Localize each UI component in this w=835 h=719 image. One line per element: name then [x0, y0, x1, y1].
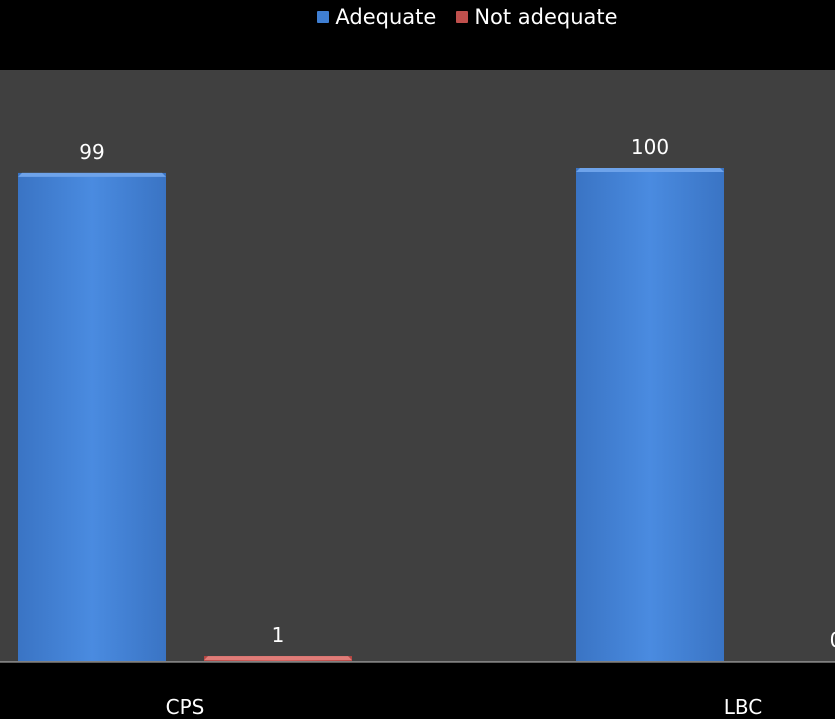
value-label-adequate-cps: 99: [79, 140, 104, 164]
legend-label-not-adequate: Not adequate: [474, 5, 618, 29]
legend-swatch-not-adequate: [456, 11, 469, 23]
labels-group: 99 1 CPS 100 0 LBC: [79, 135, 835, 719]
bar-adequate-cps: [18, 172, 166, 661]
value-label-not-adequate-cps: 1: [272, 623, 285, 647]
legend: Adequate Not adequate: [0, 4, 835, 30]
category-label-cps: CPS: [166, 695, 205, 719]
bar-cap-adequate-cps: [18, 172, 166, 177]
legend-label-adequate: Adequate: [335, 5, 437, 29]
category-label-lbc: LBC: [724, 695, 762, 719]
bars-group: [18, 168, 724, 661]
bar-cap-not-adequate-cps: [204, 656, 352, 661]
legend-item-not-adequate: Not adequate: [456, 5, 618, 29]
bar-cap-adequate-lbc: [576, 168, 724, 172]
legend-item-adequate: Adequate: [317, 5, 436, 29]
value-label-adequate-lbc: 100: [631, 135, 669, 159]
value-label-not-adequate-lbc: 0: [830, 628, 835, 652]
bar-adequate-lbc: [576, 168, 724, 661]
legend-swatch-adequate: [317, 11, 330, 23]
